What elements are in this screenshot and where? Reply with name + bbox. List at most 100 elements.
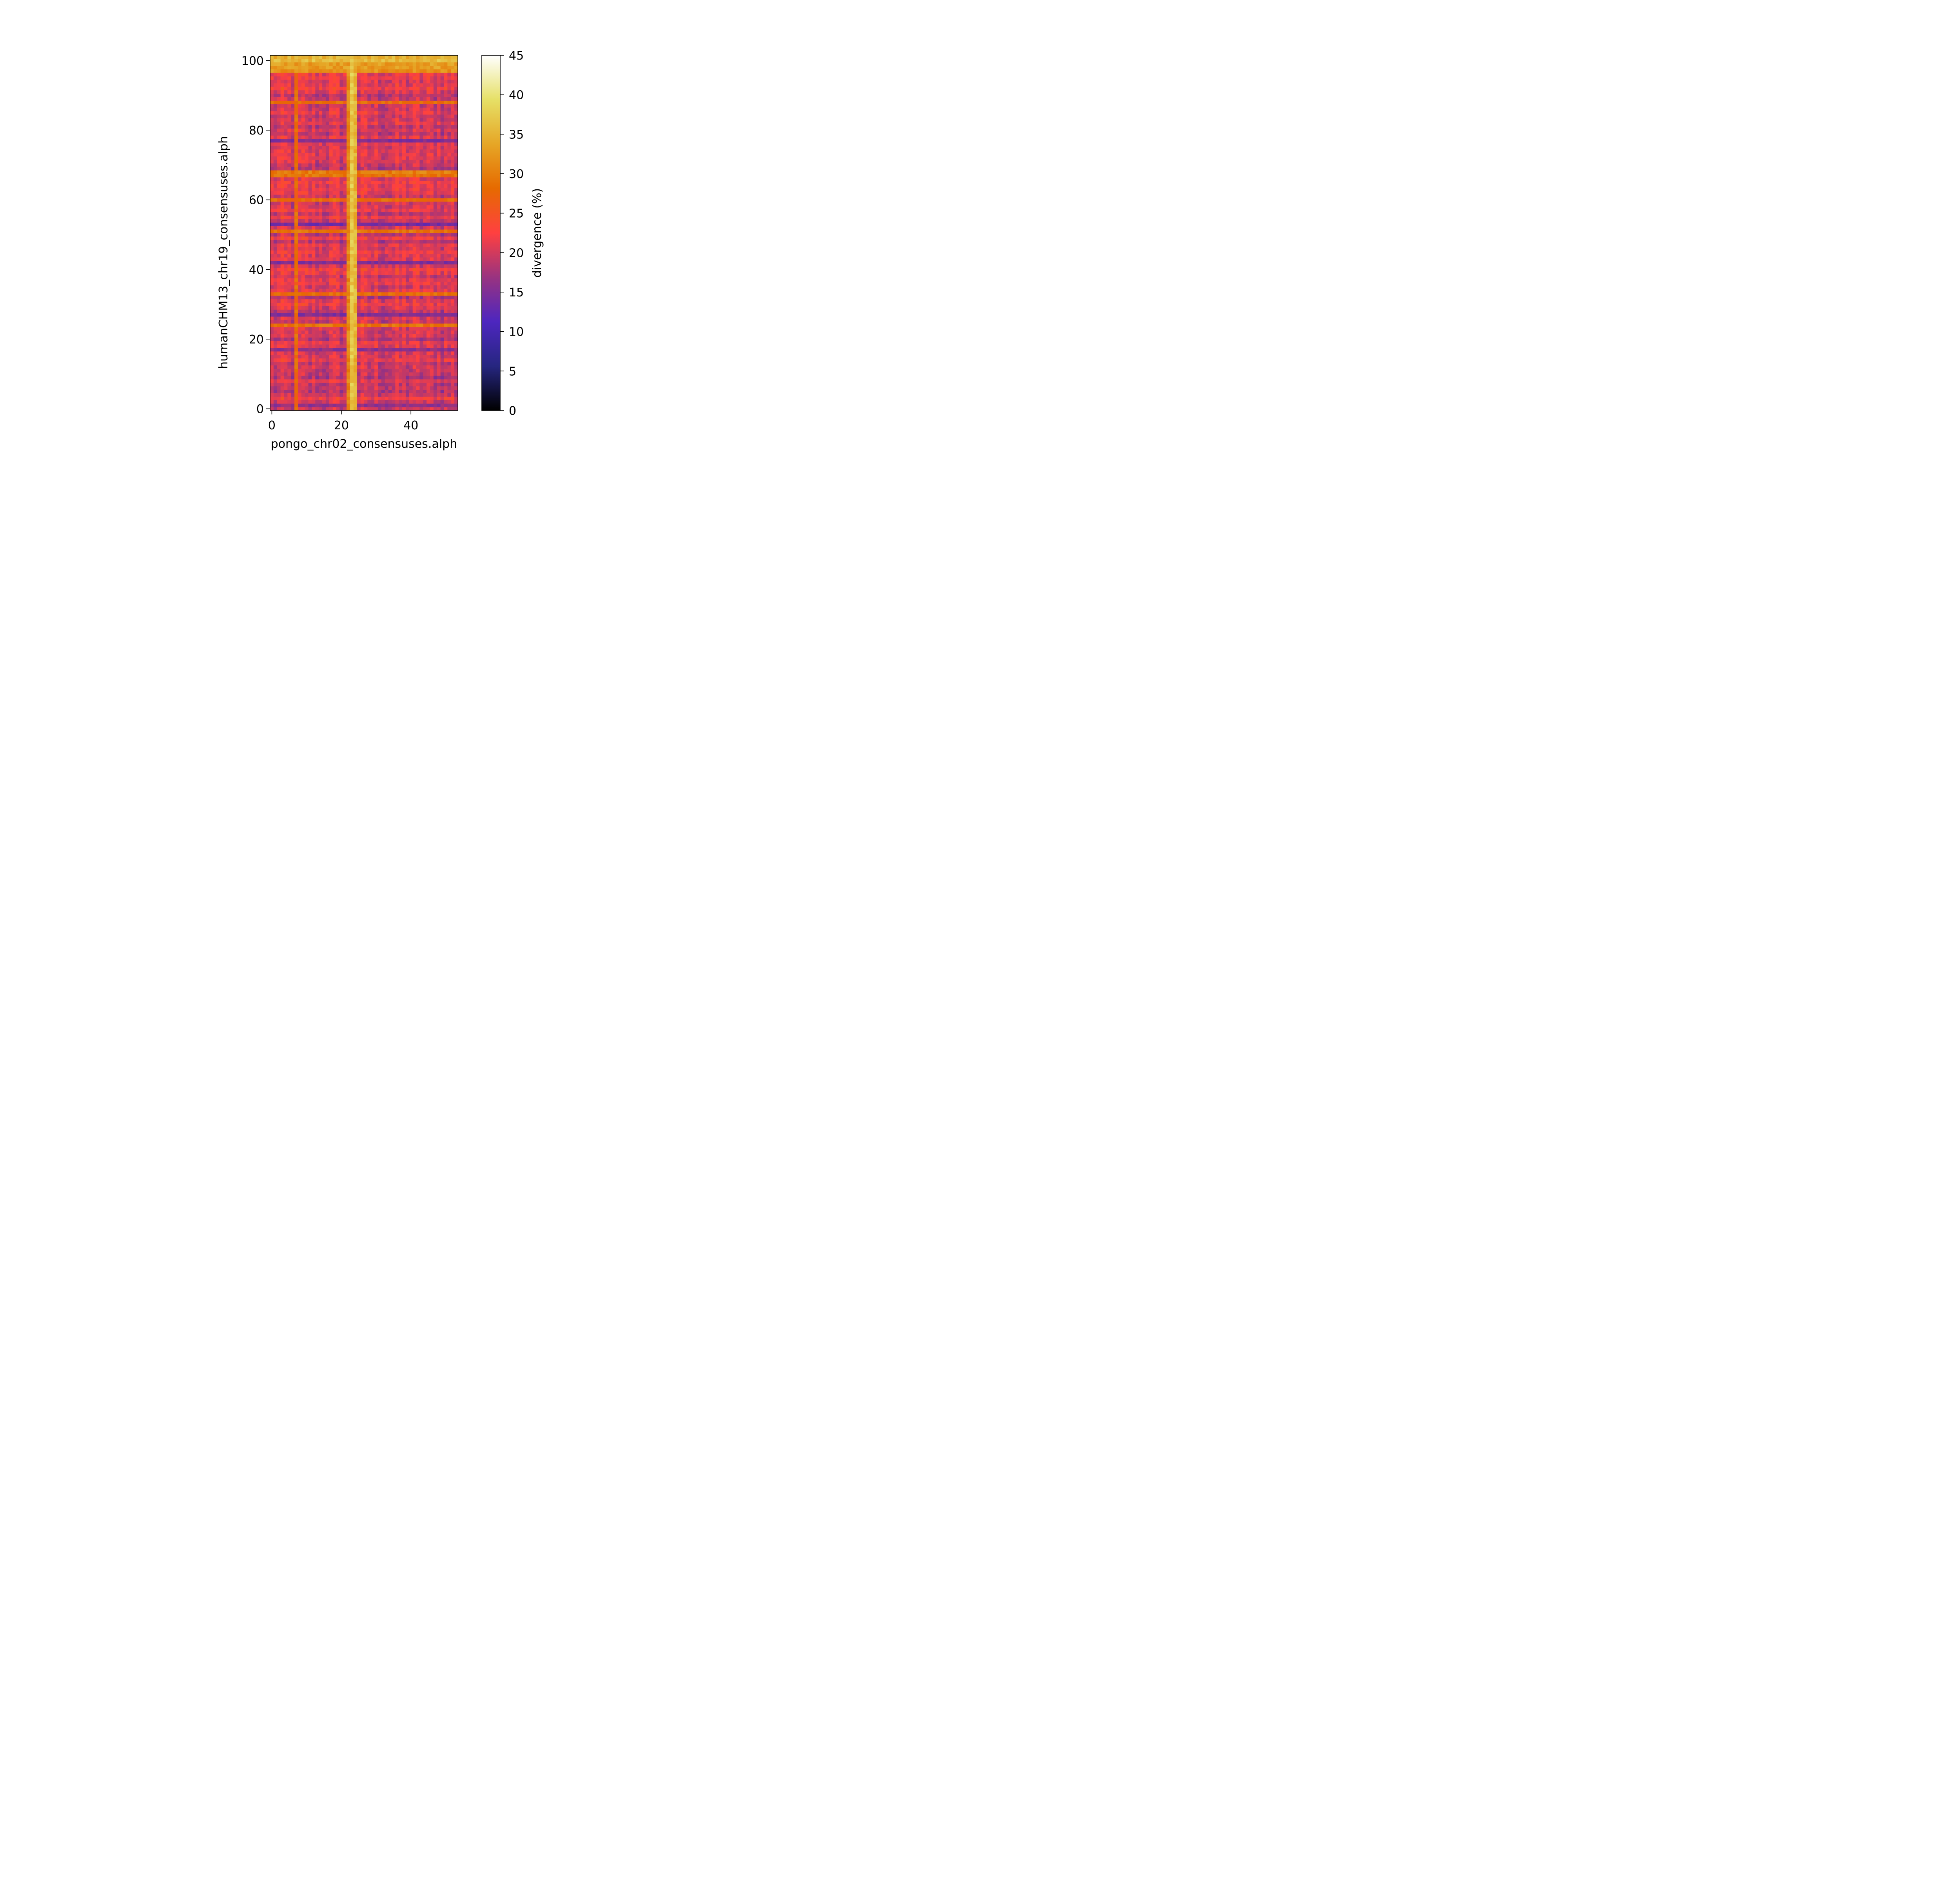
heatmap-cell [437, 362, 441, 365]
heatmap-cell [329, 132, 333, 136]
heatmap-cell [277, 250, 281, 254]
heatmap-cell [423, 104, 427, 108]
heatmap-cell [287, 295, 291, 300]
heatmap-cell [305, 163, 309, 167]
heatmap-cell [433, 160, 437, 163]
heatmap-cell [451, 247, 455, 251]
heatmap-cell [447, 403, 451, 407]
heatmap-cell [395, 194, 399, 198]
heatmap-cell [270, 121, 274, 125]
heatmap-cell [444, 205, 448, 209]
heatmap-cell [343, 205, 347, 209]
heatmap-cell [270, 282, 274, 285]
heatmap-cell [284, 145, 288, 150]
heatmap-cell [350, 320, 354, 324]
heatmap-cell [412, 396, 416, 400]
heatmap-cell [273, 403, 278, 407]
heatmap-cell [444, 267, 448, 272]
heatmap-cell [291, 174, 295, 178]
heatmap-cell [385, 114, 388, 118]
heatmap-cell [423, 289, 427, 292]
heatmap-cell [325, 389, 330, 393]
heatmap-cell [430, 132, 434, 136]
heatmap-cell [423, 184, 427, 188]
heatmap-cell [336, 271, 340, 275]
heatmap-cell [426, 271, 430, 275]
heatmap-cell [284, 271, 288, 275]
heatmap-cell [405, 229, 410, 233]
heatmap-cell [371, 337, 375, 341]
heatmap-cell [444, 400, 448, 404]
heatmap-cell [426, 320, 430, 324]
heatmap-cell [294, 111, 298, 115]
heatmap-cell [312, 376, 316, 380]
heatmap-cell [357, 393, 361, 397]
heatmap-cell [416, 233, 420, 237]
heatmap-cell [371, 257, 375, 261]
heatmap-cell [315, 407, 319, 411]
heatmap-cell [447, 372, 451, 376]
heatmap-cell [305, 93, 309, 97]
heatmap-cell [451, 320, 455, 324]
heatmap-cell [336, 167, 340, 171]
heatmap-cell [332, 187, 336, 191]
heatmap-cell [433, 299, 437, 303]
heatmap-cell [454, 382, 458, 387]
heatmap-cell [392, 354, 396, 359]
heatmap-cell [332, 229, 336, 233]
heatmap-cell [430, 90, 434, 94]
heatmap-cell [371, 128, 375, 132]
heatmap-cell [430, 261, 434, 265]
heatmap-cell [454, 330, 458, 334]
heatmap-cell [322, 376, 326, 380]
heatmap-cell [392, 233, 396, 237]
heatmap-cell [287, 104, 291, 108]
heatmap-cell [353, 135, 358, 139]
heatmap-cell [385, 107, 388, 111]
heatmap-cell [329, 247, 333, 251]
heatmap-cell [392, 243, 396, 247]
heatmap-cell [325, 302, 330, 306]
heatmap-cell [360, 327, 364, 331]
heatmap-cell [329, 400, 333, 404]
heatmap-cell [392, 135, 396, 139]
heatmap-cell [308, 320, 312, 324]
heatmap-cell [377, 264, 382, 268]
heatmap-cell [298, 202, 302, 205]
heatmap-cell [367, 403, 371, 407]
heatmap-cell [325, 330, 330, 334]
heatmap-cell [277, 191, 281, 195]
heatmap-cell [395, 132, 399, 136]
heatmap-cell [392, 327, 396, 331]
heatmap-cell [423, 372, 427, 376]
heatmap-cell [319, 180, 323, 185]
heatmap-cell [426, 285, 430, 289]
heatmap-cell [409, 90, 413, 94]
heatmap-cell [339, 306, 343, 310]
heatmap-cell [291, 226, 295, 230]
heatmap-cell [399, 334, 403, 338]
heatmap-cell [298, 369, 302, 372]
heatmap-cell [395, 153, 399, 156]
heatmap-cell [371, 198, 375, 202]
heatmap-cell [322, 354, 326, 359]
heatmap-cell [426, 229, 430, 233]
heatmap-cell [423, 327, 427, 331]
heatmap-cell [433, 254, 437, 258]
heatmap-cell [451, 323, 455, 327]
heatmap-cell [419, 114, 423, 118]
heatmap-cell [371, 240, 375, 244]
heatmap-cell [412, 372, 416, 376]
heatmap-cell [332, 135, 336, 139]
heatmap-cell [430, 236, 434, 240]
heatmap-cell [312, 219, 316, 223]
heatmap-cell [360, 386, 364, 390]
heatmap-cell [270, 393, 274, 397]
heatmap-cell [284, 104, 288, 108]
heatmap-cell [381, 184, 385, 188]
heatmap-cell [364, 382, 368, 387]
heatmap-cell [409, 208, 413, 213]
heatmap-cell [454, 174, 458, 178]
heatmap-cell [399, 393, 403, 397]
heatmap-cell [308, 125, 312, 129]
